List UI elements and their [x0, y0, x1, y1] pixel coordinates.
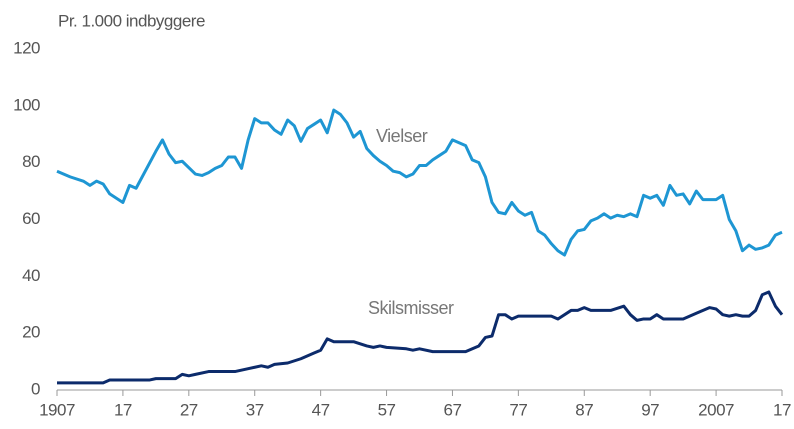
y-tick-label: 40: [22, 266, 40, 285]
x-tick-label: 67: [443, 400, 461, 419]
x-tick-label: 17: [773, 400, 791, 419]
series-line: [56, 108, 783, 257]
x-tick-label: 77: [509, 400, 527, 419]
x-tick-label: 17: [114, 400, 132, 419]
x-tick-label: 27: [180, 400, 198, 419]
y-tick-label: 0: [31, 379, 40, 398]
annotation: Vielser: [376, 126, 428, 146]
x-tick-label: 97: [641, 400, 659, 419]
y-tick-label: 120: [13, 38, 40, 57]
x-tick-label: 2007: [698, 400, 734, 419]
y-tick-label: 20: [22, 323, 40, 342]
x-tick-label: 87: [575, 400, 593, 419]
x-tick-label: 37: [246, 400, 264, 419]
y-tick-label: 100: [13, 95, 40, 114]
x-tick-label: 57: [378, 400, 396, 419]
y-axis-label: Pr. 1.000 indbyggere: [58, 11, 205, 30]
series-line: [57, 290, 784, 385]
y-tick-label: 60: [22, 209, 40, 228]
x-tick-label: 1907: [39, 400, 75, 419]
annotation: Skilsmisser: [368, 298, 454, 318]
x-tick-label: 47: [312, 400, 330, 419]
y-tick-label: 80: [22, 152, 40, 171]
